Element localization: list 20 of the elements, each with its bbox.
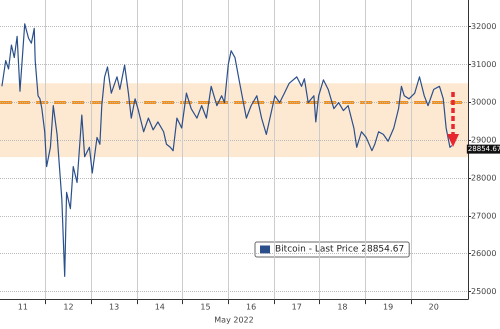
x-tick-label: 13 — [109, 302, 120, 312]
legend-label: Bitcoin - Last Price 28854.67 — [275, 244, 404, 254]
y-tick-label: 32000 — [471, 22, 496, 32]
x-tick-label: 16 — [246, 302, 256, 312]
y-tick-label: 30000 — [471, 98, 496, 107]
y-tick-label: 28000 — [471, 173, 496, 182]
y-tick-label: 26000 — [471, 249, 496, 258]
y-tick-label: 29000 — [471, 136, 496, 145]
x-tick-label: 14 — [154, 302, 165, 312]
y-tick-label: 25000 — [471, 287, 496, 296]
x-tick-label: 15 — [200, 302, 211, 312]
x-tick-label: 11 — [18, 302, 28, 312]
x-tick-label: 18 — [337, 302, 348, 312]
y-tick-label: 31000 — [471, 60, 496, 69]
y-tick-label: 27000 — [471, 211, 496, 220]
x-axis-title: May 2022 — [214, 316, 254, 324]
x-tick-label: 17 — [292, 302, 302, 312]
x-tick-label: 12 — [63, 302, 74, 312]
x-tick-label: 20 — [428, 302, 439, 312]
x-tick-label: 19 — [383, 302, 394, 312]
